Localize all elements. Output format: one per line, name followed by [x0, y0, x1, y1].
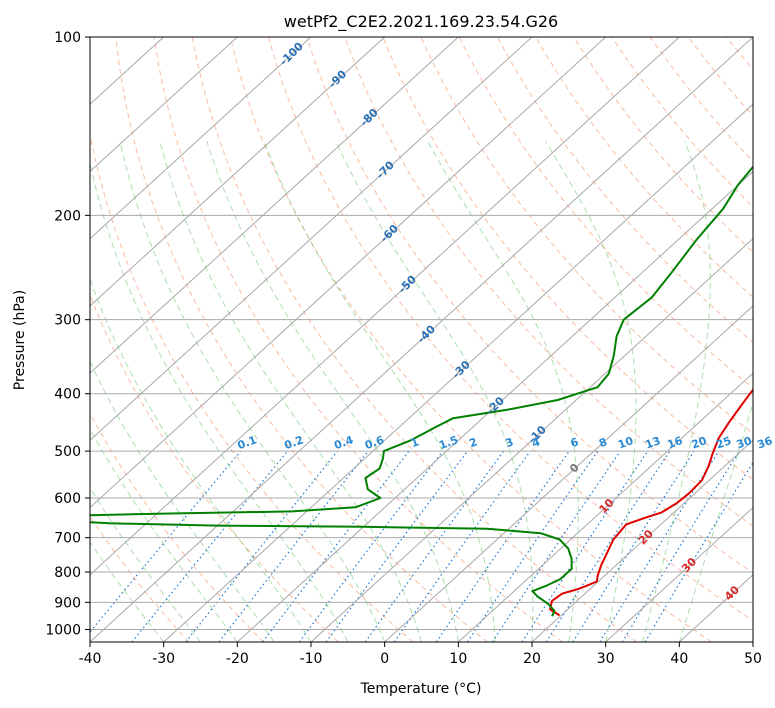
- mixing-ratio-line: [572, 450, 695, 642]
- dewpoint-line: [90, 165, 753, 617]
- mixing-ratio-label: 0.1: [236, 433, 259, 452]
- isotherm-line: [163, 103, 753, 642]
- x-tick-label: -20: [226, 651, 249, 667]
- y-tick-label: 700: [54, 531, 81, 547]
- isotherm-line: [310, 237, 753, 642]
- mixing-ratio-label: 1: [409, 435, 421, 450]
- x-tick-label: -40: [79, 651, 102, 667]
- plot-frame: [89, 36, 754, 643]
- x-tick-label: -30: [152, 651, 175, 667]
- y-tick-label: 200: [54, 208, 81, 224]
- x-axis-title: Temperature (°C): [360, 681, 482, 697]
- mixing-ratio-label: 1.5: [437, 433, 460, 452]
- isotherm-line: [236, 170, 753, 642]
- dry-adiabat: [90, 515, 190, 642]
- mixing-ratio-label: 0.6: [363, 433, 386, 452]
- isotherm-line: [90, 37, 238, 173]
- mixing-ratio-label: 13: [644, 434, 663, 451]
- mixing-ratio-label: 36: [755, 434, 774, 452]
- isotherm-line: [90, 37, 459, 374]
- mixing-ratio-line: [435, 450, 570, 642]
- mixing-ratio-label: 0.2: [282, 433, 305, 452]
- mixing-ratio-line: [393, 450, 531, 642]
- mixing-ratio-label: 6: [569, 435, 581, 450]
- dry-adiabat: [153, 37, 563, 642]
- dry-adiabat: [90, 412, 264, 642]
- y-tick-label: 500: [54, 444, 81, 460]
- series-lines: [90, 165, 753, 617]
- mixing-ratio-line: [621, 450, 740, 642]
- isotherm-line: [90, 37, 607, 509]
- isotherm-line: [457, 372, 753, 642]
- y-tick-label: 400: [54, 387, 81, 403]
- background-lines: [90, 37, 775, 642]
- y-axis-title: Pressure (hPa): [12, 290, 28, 390]
- x-tick-label: 30: [597, 651, 615, 667]
- mixing-ratio-label: 16: [666, 434, 685, 452]
- mixing-ratio-line: [491, 450, 621, 642]
- mixing-ratio-label: 25: [714, 434, 733, 451]
- isotherm-line: [90, 37, 312, 240]
- x-tick-label: 0: [380, 651, 389, 667]
- isotherm-line: [605, 506, 753, 642]
- mixing-ratio-line: [466, 450, 599, 642]
- isotherm-line: [384, 305, 753, 642]
- dry-adiabat: [90, 293, 339, 642]
- isotherm-line: [90, 37, 533, 442]
- isotherm-line: [752, 641, 753, 642]
- mixing-ratio-label: 30: [735, 434, 754, 452]
- mixing-ratio-label: 4: [530, 435, 542, 450]
- isotherm-line: [90, 37, 386, 307]
- y-tick-label: 800: [54, 565, 81, 581]
- temperature-line: [549, 388, 753, 617]
- mixing-ratio-line: [521, 450, 649, 642]
- dry-adiabat: [268, 37, 753, 622]
- x-tick-label: 50: [744, 651, 762, 667]
- mixing-ratio-line: [599, 450, 720, 642]
- x-tick-label: 40: [670, 651, 688, 667]
- x-tick-label: -10: [300, 651, 323, 667]
- dry-adiabat: [496, 37, 753, 344]
- isotherm-line: [90, 37, 680, 576]
- chart-title: wetPf2_C2E2.2021.169.23.54.G26: [284, 12, 558, 32]
- dry-adiabat: [765, 37, 775, 642]
- mixing-ratio-label: 0.4: [332, 433, 355, 452]
- mixing-ratio-label: 10: [616, 434, 635, 452]
- y-tick-label: 100: [54, 30, 81, 46]
- mixing-ratio-label: 3: [504, 435, 516, 450]
- y-tick-label: 300: [54, 313, 81, 329]
- mixing-ratio-line: [545, 450, 671, 642]
- isotherm-line: [531, 439, 753, 642]
- x-tick-label: 10: [449, 651, 467, 667]
- x-tick-label: 20: [523, 651, 541, 667]
- dry-adiabat: [115, 37, 488, 642]
- dry-adiabat: [306, 37, 753, 574]
- isotherm-line: [90, 37, 753, 642]
- mixing-ratio-label: 8: [597, 435, 609, 450]
- mixing-ratio-label: 20: [690, 434, 709, 452]
- axes: -40 -30 -20 -10 0 10 20 30 40 5010020030040050060…: [45, 30, 762, 667]
- mixing-ratio-label: 2: [467, 435, 479, 450]
- y-tick-label: 1000: [45, 622, 81, 638]
- dry-adiabat: [458, 37, 753, 389]
- y-tick-label: 600: [54, 491, 81, 507]
- dry-adiabat: [191, 37, 638, 642]
- mixing-ratio-line: [185, 450, 339, 642]
- y-tick-label: 900: [54, 595, 81, 611]
